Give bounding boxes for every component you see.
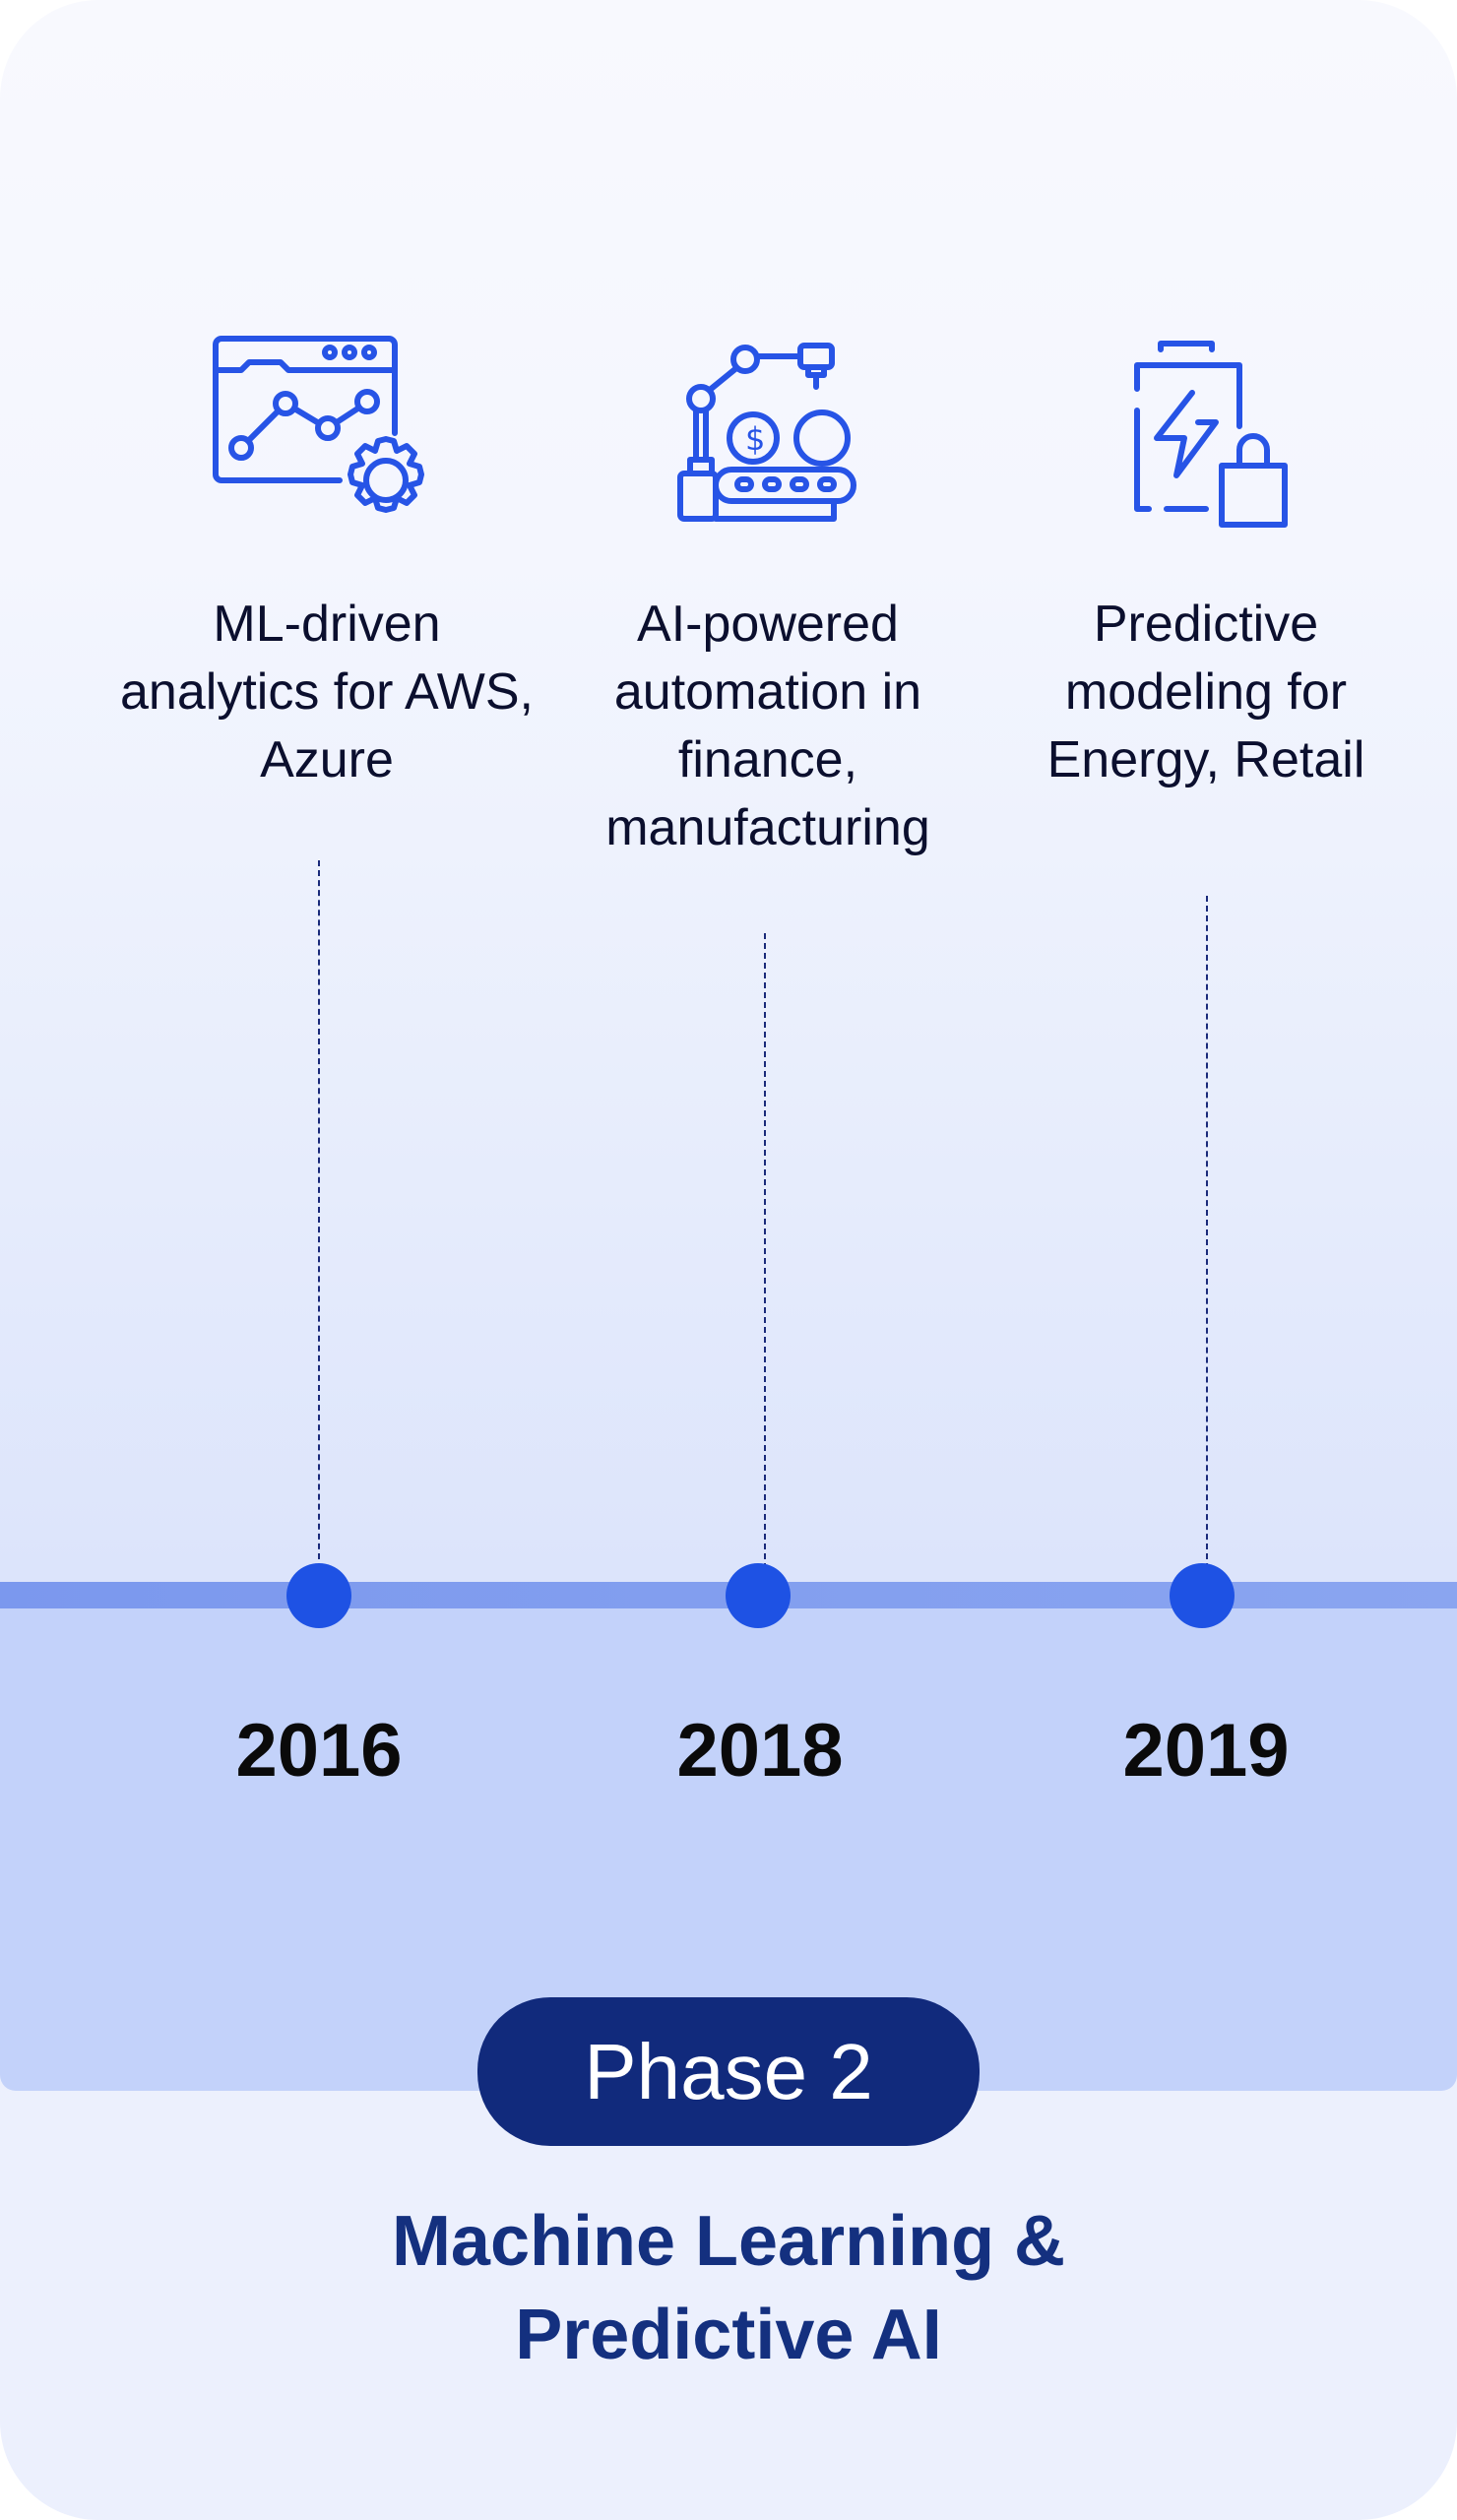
milestone-description: Predictive modeling for Energy, Retail [1046, 596, 1365, 788]
connector-line [318, 860, 320, 1569]
milestone-description: AI-powered automation in finance, manufa… [605, 596, 930, 856]
svg-text:$: $ [745, 420, 765, 458]
timeline-dot [726, 1563, 791, 1628]
connector-line [1206, 896, 1208, 1569]
milestone-year: 2016 [235, 1709, 403, 1793]
milestone-year: 2018 [676, 1709, 844, 1793]
timeline-dot [286, 1563, 351, 1628]
timeline-dot [1170, 1563, 1235, 1628]
phase-title: Machine Learning & Predictive AI [391, 2202, 1066, 2374]
analytics-gear-icon [213, 336, 424, 513]
connector-line [764, 933, 766, 1569]
energy-battery-retail-icon [1134, 341, 1288, 528]
milestone-description: ML-driven analytics for AWS, Azure [120, 596, 534, 788]
phase-badge: Phase 2 [477, 1997, 980, 2146]
milestone-year: 2019 [1122, 1709, 1290, 1793]
robotic-arm-finance-icon: $ [677, 343, 856, 522]
